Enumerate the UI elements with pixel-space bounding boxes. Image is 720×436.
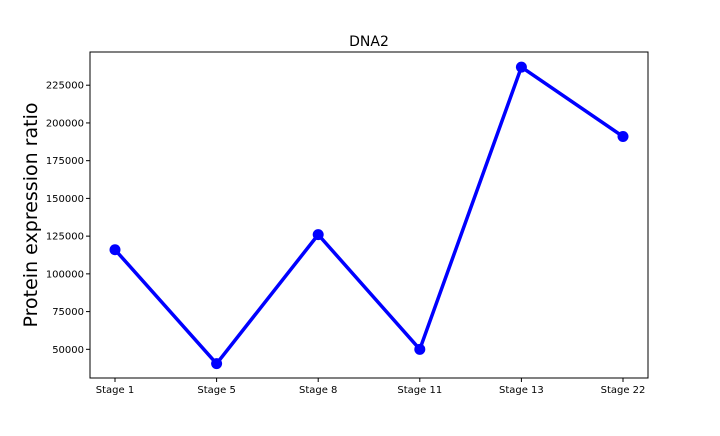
x-tick-label: Stage 8 bbox=[299, 385, 337, 396]
y-tick-label: 75000 bbox=[52, 307, 84, 318]
data-point bbox=[515, 61, 527, 73]
data-point bbox=[211, 358, 223, 370]
y-tick-label: 225000 bbox=[46, 81, 84, 92]
data-point bbox=[617, 131, 629, 143]
plot-area-frame bbox=[89, 51, 649, 379]
y-tick-label: 175000 bbox=[46, 156, 84, 167]
x-tick-label: Stage 22 bbox=[601, 385, 646, 396]
x-axis: Stage 1 Stage 5 Stage 8 Stage 11 Stage 13 Sta… bbox=[96, 378, 646, 396]
x-tick-label: Stage 5 bbox=[197, 385, 235, 396]
series-line bbox=[113, 65, 624, 366]
data-point bbox=[312, 229, 324, 241]
y-tick-label: 100000 bbox=[46, 269, 84, 280]
data-point bbox=[414, 343, 426, 355]
y-tick-label: 150000 bbox=[46, 194, 84, 205]
x-tick-label: Stage 13 bbox=[499, 385, 544, 396]
x-tick-label: Stage 1 bbox=[96, 385, 134, 396]
y-tick-label: 125000 bbox=[46, 232, 84, 243]
series-layer bbox=[109, 61, 629, 370]
y-axis: 50000 75000 100000 125000 150000 175000 200000… bbox=[46, 81, 90, 356]
y-tick-label: 50000 bbox=[52, 345, 84, 356]
data-point bbox=[109, 244, 121, 256]
chart-title: DNA2 bbox=[349, 34, 389, 50]
y-axis-label: Protein expression ratio bbox=[20, 103, 42, 328]
y-tick-label: 200000 bbox=[46, 118, 84, 129]
x-tick-label: Stage 11 bbox=[397, 385, 442, 396]
